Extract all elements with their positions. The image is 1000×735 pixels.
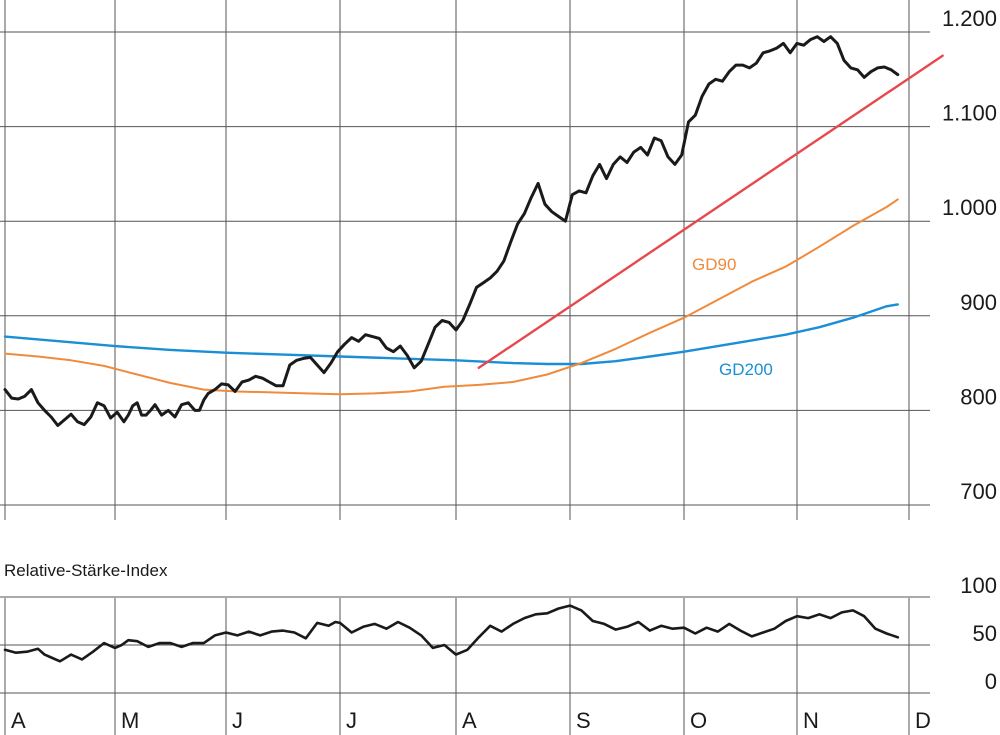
- rsi-y-tick-label: 100: [960, 573, 997, 598]
- rsi-panel-series: [3, 604, 900, 663]
- gd90-line: [4, 198, 899, 396]
- gd200-line: [3, 303, 899, 366]
- rsi-y-tick-label: 50: [973, 621, 997, 646]
- rsi-y-axis-labels: 0 50 100: [960, 573, 997, 694]
- main-y-tick-label: 1.000: [942, 195, 997, 220]
- main-y-tick-label: 800: [960, 384, 997, 409]
- rsi-y-tick-label: 0: [985, 669, 997, 694]
- gd200-series-label: GD200: [719, 360, 773, 379]
- month-label-1: M: [121, 708, 139, 733]
- month-label-6: O: [690, 708, 707, 733]
- main-y-tick-label: 900: [960, 290, 997, 315]
- month-label-4: A: [462, 708, 477, 733]
- main-panel-series: [3, 35, 944, 427]
- main-y-axis-labels: 700 800 900 1.000 1.100 1.200: [942, 6, 997, 504]
- month-label-7: N: [803, 708, 819, 733]
- gd90-series-label: GD90: [692, 255, 736, 274]
- main-panel-grid: [0, 0, 930, 520]
- rsi-line: [3, 604, 900, 663]
- month-label-8: D: [915, 708, 931, 733]
- month-label-3: J: [346, 708, 357, 733]
- rsi-panel-title: Relative-Stärke-Index: [4, 561, 168, 580]
- main-y-tick-label: 700: [960, 479, 997, 504]
- price-line: [3, 35, 900, 427]
- trend-line: [477, 54, 944, 369]
- main-y-tick-label: 1.100: [942, 101, 997, 126]
- month-label-5: S: [576, 708, 591, 733]
- month-label-2: J: [232, 708, 243, 733]
- main-y-tick-label: 1.200: [942, 6, 997, 31]
- month-label-0: A: [11, 708, 26, 733]
